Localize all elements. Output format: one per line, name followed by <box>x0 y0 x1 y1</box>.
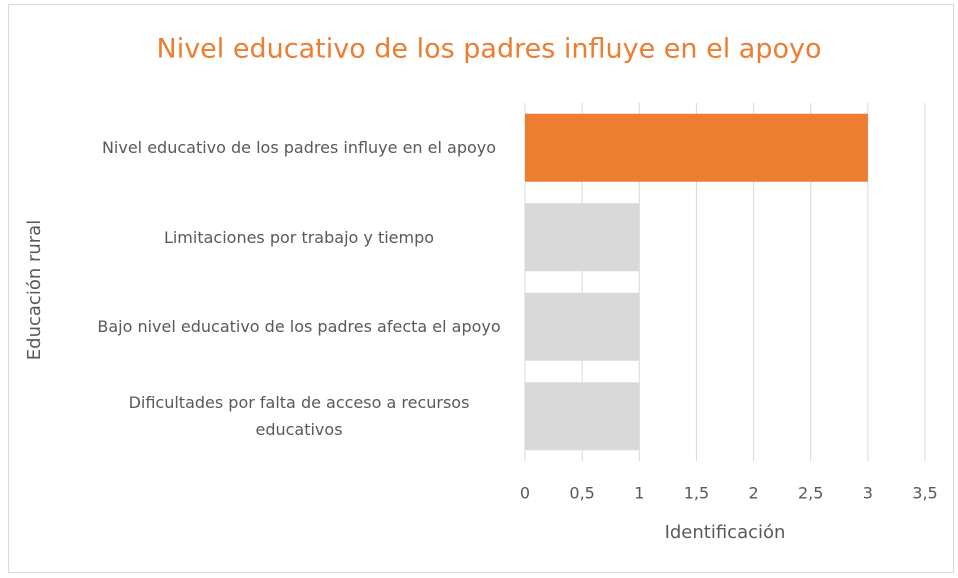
y-axis-title: Educación rural <box>24 220 45 360</box>
bar <box>525 203 640 272</box>
y-tick-label: Dificultades por falta de acceso a recur… <box>128 393 470 439</box>
x-tick-label: 0 <box>520 484 530 503</box>
x-axis-title: Identificación <box>665 522 786 543</box>
x-tick-label: 3,5 <box>912 484 937 503</box>
x-tick-label: 1 <box>634 484 644 503</box>
y-tick-label: Limitaciones por trabajo y tiempo <box>163 227 435 247</box>
y-tick-label: Bajo nivel educativo de los padres afect… <box>97 317 501 336</box>
x-tick-label: 2,5 <box>798 484 823 503</box>
x-tick-label: 2 <box>748 484 758 503</box>
bar <box>525 382 640 451</box>
bar <box>525 292 640 361</box>
y-tick-label: Nivel educativo de los padres influye en… <box>101 138 497 157</box>
chart-border <box>8 4 954 573</box>
chart-title: Nivel educativo de los padres influye en… <box>157 34 822 65</box>
x-tick-label: 0,5 <box>569 484 594 503</box>
bar <box>525 113 868 182</box>
x-tick-label: 3 <box>863 484 873 503</box>
x-tick-label: 1,5 <box>684 484 709 503</box>
